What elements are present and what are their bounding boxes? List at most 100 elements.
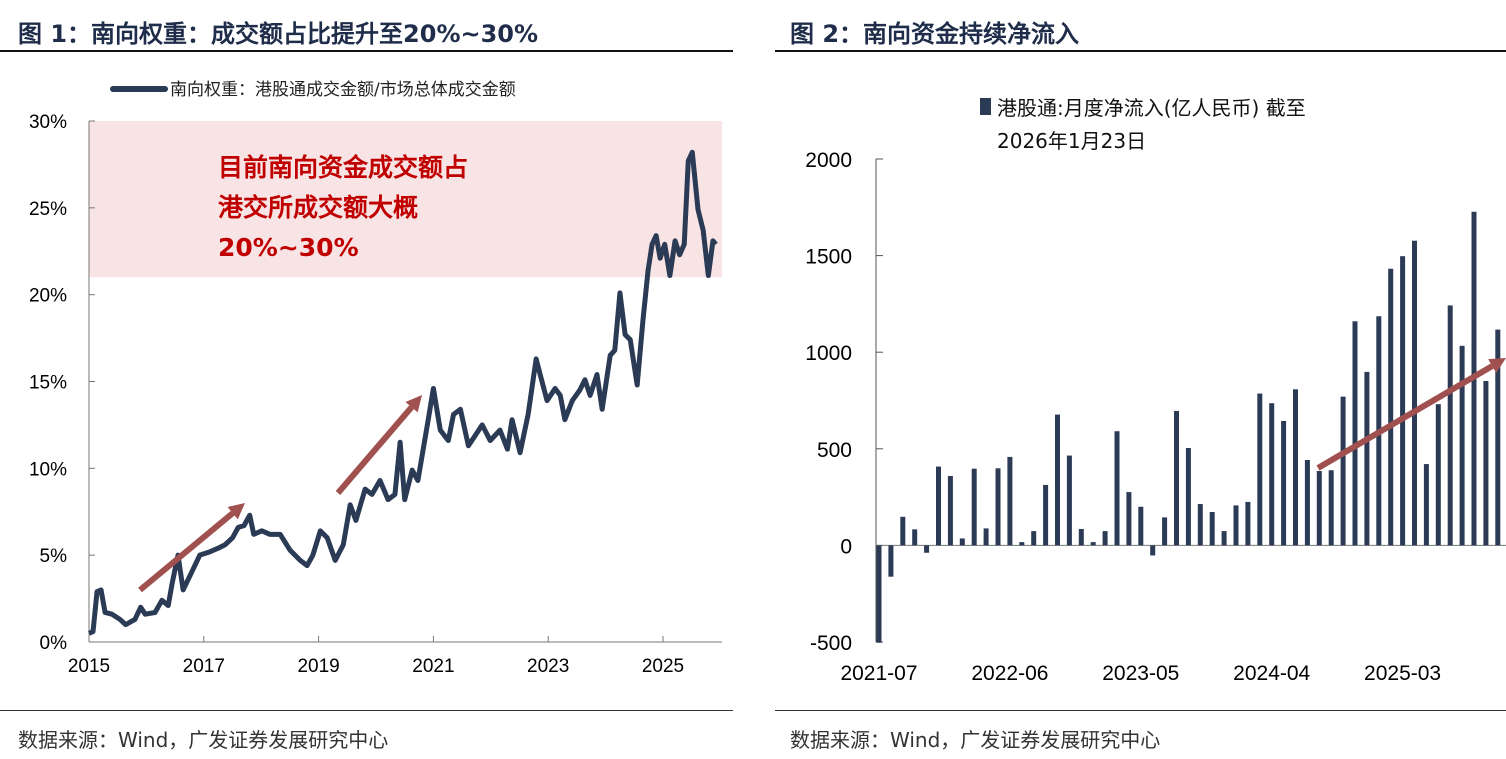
bar-2025-11 [1495, 329, 1501, 546]
bar-2021-12 [936, 466, 941, 546]
y-tick-label: 30% [29, 112, 67, 133]
figure2-source-rule [775, 710, 1506, 711]
annotation-text: 港交所成交额大概 [218, 193, 418, 222]
bar-2023-02 [1102, 531, 1108, 546]
bar-2024-12 [1364, 371, 1370, 546]
bar-2025-04 [1412, 240, 1417, 546]
trend-arrow-shaft [1316, 363, 1494, 471]
bar-2024-06 [1293, 389, 1298, 546]
bar-2025-08 [1459, 345, 1465, 546]
y-tick-label: 10% [29, 459, 67, 480]
chart-2-monthly-net-inflow: 2000 1500 1000 500 0 -500 2021-07 2022-06 2023-0… [805, 96, 1506, 685]
bar-2022-12 [1078, 528, 1084, 546]
chart-1-southbound-weight: 0% 5% 10% 15% 20% 25% 30% 2015 2017 2019 2021 2023 2… [29, 80, 722, 677]
bar-2023-10 [1197, 504, 1203, 546]
bar-2023-04 [1126, 492, 1132, 546]
highlight-band [89, 121, 722, 278]
x-tick-label: 2023 [527, 656, 569, 677]
bar-2022-09 [1043, 484, 1049, 546]
y-tick-label: 1000 [805, 342, 852, 365]
bar-2024-05 [1281, 420, 1287, 546]
bar-2024-03 [1257, 393, 1263, 546]
y-tick-label: 20% [29, 286, 67, 307]
bar-2021-07 [876, 545, 882, 643]
legend-label-date: 2026年1月23日 [997, 129, 1146, 153]
figure2-title-rule [775, 50, 1506, 52]
bar-2021-11 [924, 545, 930, 553]
bar-2023-03 [1114, 431, 1120, 546]
bar-2024-04 [1269, 403, 1275, 546]
bar-2022-02 [959, 538, 965, 546]
bar-2024-09 [1328, 470, 1334, 546]
x-tick-label: 2015 [68, 656, 110, 677]
bar-2024-02 [1245, 501, 1251, 546]
annotation-text: 目前南向资金成交额占 [218, 153, 468, 182]
bar-2022-07 [1019, 542, 1025, 546]
y-tick-label: 0 [840, 535, 852, 558]
bar-2024-01 [1233, 505, 1239, 546]
bar-2022-04 [983, 528, 989, 546]
legend-swatch [980, 98, 991, 115]
y-tick-label: 15% [29, 373, 67, 394]
bar-2025-10 [1483, 380, 1489, 546]
bar-2024-11 [1352, 321, 1358, 546]
bar-2022-11 [1066, 455, 1072, 546]
trend-arrow-1-shaft [138, 510, 235, 593]
bar-2025-07 [1447, 305, 1453, 546]
figure1-title: 图 1：南向权重：成交额占比提升至20%~30% [18, 20, 539, 48]
y-tick-label: 0% [40, 633, 68, 654]
figure1-source-rule [0, 710, 733, 711]
bar-2023-07 [1162, 517, 1168, 546]
x-tick-label: 2025-03 [1364, 662, 1441, 685]
bar-2021-09 [900, 516, 906, 546]
x-tick-label: 2023-05 [1102, 662, 1179, 685]
y-tick-label: 25% [29, 199, 67, 220]
bar-2023-09 [1185, 448, 1191, 546]
trend-arrow-head [1488, 358, 1506, 373]
x-tick-label: 2017 [183, 656, 225, 677]
figure2-title: 图 2：南向资金持续净流入 [790, 20, 1080, 48]
legend-label: 南向权重：港股通成交金额/市场总体成交金额 [170, 80, 516, 100]
bar-2023-06 [1150, 545, 1156, 556]
trend-arrow-1-head [227, 503, 245, 520]
x-tick-label: 2021-07 [840, 662, 917, 685]
x-tick-label: 2021 [412, 656, 454, 677]
bar-2025-06 [1435, 404, 1441, 546]
y-tick-label: -500 [810, 632, 852, 655]
y-tick-label: 500 [817, 439, 852, 462]
legend-label: 港股通:月度净流入(亿人民币) 截至 [997, 96, 1306, 120]
x-tick-label: 2019 [297, 656, 339, 677]
bar-2023-11 [1209, 511, 1215, 546]
bar-2023-12 [1221, 531, 1227, 546]
y-tick-label: 5% [40, 546, 68, 567]
bar-2023-08 [1174, 410, 1179, 546]
trend-arrow-2-head [405, 395, 422, 413]
x-tick-label: 2025 [642, 656, 684, 677]
y-tick-label: 1500 [805, 246, 852, 269]
bar-2022-10 [1055, 414, 1060, 546]
bar-2023-05 [1138, 506, 1144, 546]
bar-2021-08 [888, 545, 894, 577]
bar-2023-01 [1090, 542, 1096, 546]
figure2-source: 数据来源：Wind，广发证券发展研究中心 [790, 728, 1161, 752]
bar-2025-02 [1388, 268, 1394, 546]
bar-2021-10 [912, 529, 918, 546]
x-tick-label: 2024-04 [1233, 662, 1310, 685]
bar-2022-08 [1031, 531, 1037, 546]
bar-2025-05 [1423, 464, 1429, 546]
bar-2022-03 [971, 468, 977, 546]
bar-2022-06 [1007, 456, 1013, 546]
bar-2022-01 [947, 476, 953, 546]
bar-2024-08 [1316, 471, 1322, 546]
trend-arrow-2-shaft [335, 405, 414, 495]
y-tick-label: 2000 [805, 149, 852, 172]
bar-2024-07 [1304, 460, 1310, 546]
bar-2022-05 [995, 468, 1001, 546]
series-line [88, 149, 718, 636]
annotation-text: 20%~30% [218, 233, 359, 262]
x-tick-label: 2022-06 [971, 662, 1048, 685]
figure1-title-rule [0, 50, 733, 52]
bar-2025-03 [1400, 256, 1406, 546]
figure1-source: 数据来源：Wind，广发证券发展研究中心 [18, 728, 389, 752]
bar-2024-10 [1340, 396, 1346, 546]
